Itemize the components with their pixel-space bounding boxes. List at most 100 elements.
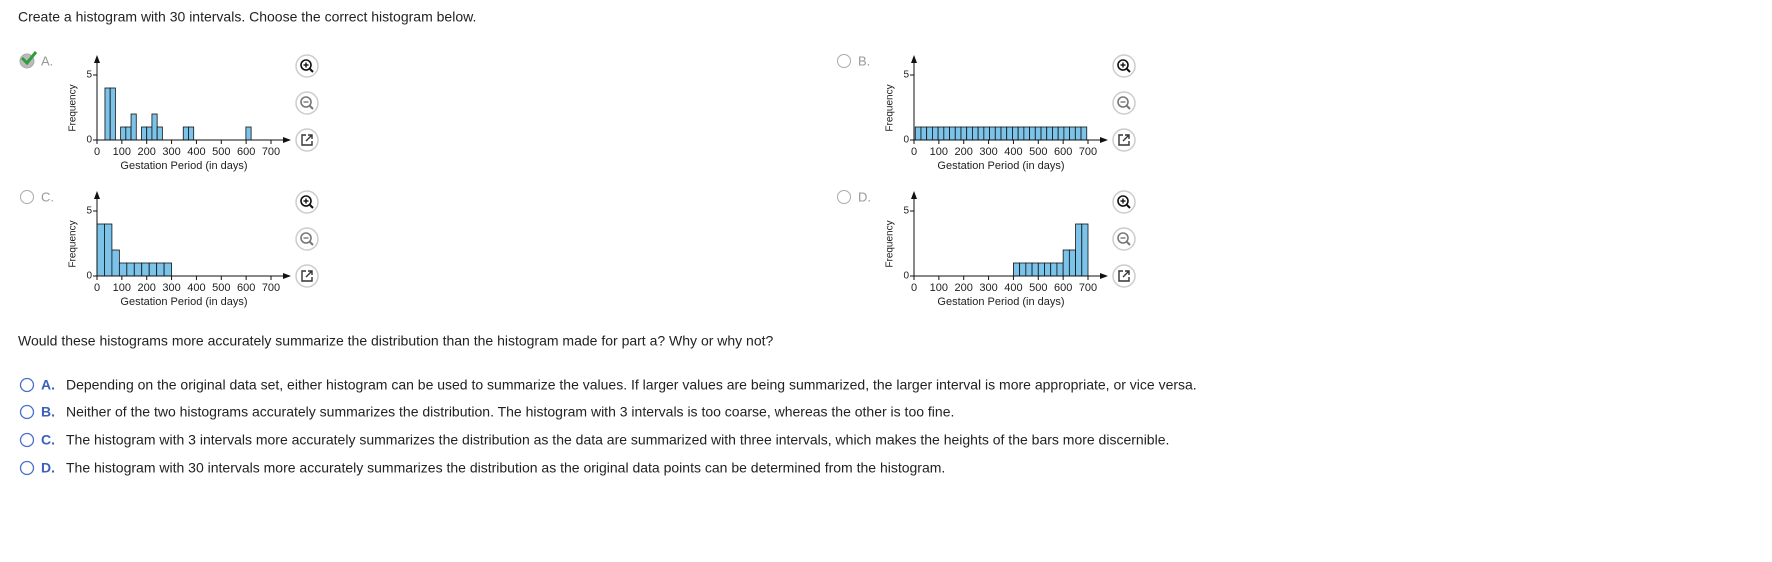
zoom-out[interactable] bbox=[1112, 91, 1136, 115]
answer-letter: B. bbox=[41, 404, 55, 420]
x-axis-label: Gestation Period (in days) bbox=[120, 160, 247, 172]
bar bbox=[111, 249, 120, 277]
x-tick-label: 600 bbox=[1054, 146, 1072, 158]
x-tick-label: 100 bbox=[930, 282, 948, 294]
x-arrow bbox=[1100, 273, 1108, 279]
x-tick-label: 700 bbox=[1079, 146, 1097, 158]
x-axis-label: Gestation Period (in days) bbox=[937, 296, 1064, 308]
pop-out[interactable] bbox=[295, 128, 319, 152]
zoom-out[interactable] bbox=[1112, 227, 1136, 251]
x-tick-label: 0 bbox=[911, 282, 917, 294]
x-tick-label: 700 bbox=[262, 146, 280, 158]
radio[interactable] bbox=[19, 377, 35, 393]
y-axis-label: Frequency bbox=[885, 84, 896, 131]
y-tick-label: 0 bbox=[903, 271, 909, 282]
handle bbox=[309, 105, 314, 110]
bar bbox=[972, 126, 979, 141]
bar bbox=[1037, 262, 1045, 277]
bar bbox=[1044, 262, 1052, 277]
x-tick-label: 0 bbox=[94, 282, 100, 294]
lens bbox=[300, 59, 312, 71]
bar bbox=[245, 126, 252, 141]
bar bbox=[920, 126, 928, 141]
x-tick-label: 500 bbox=[1029, 282, 1047, 294]
icon-circle bbox=[1112, 227, 1136, 251]
x-tick-label: 400 bbox=[187, 282, 205, 294]
y-axis-label: Frequency bbox=[68, 84, 79, 131]
radio[interactable] bbox=[20, 190, 34, 204]
x-tick-label: 200 bbox=[955, 282, 973, 294]
radio[interactable] bbox=[837, 190, 851, 204]
lens bbox=[300, 232, 312, 244]
answer-letter: C. bbox=[41, 432, 55, 448]
pop-out[interactable] bbox=[295, 264, 319, 288]
bar bbox=[146, 126, 153, 141]
bar bbox=[120, 126, 127, 141]
bar bbox=[1062, 249, 1070, 277]
handle bbox=[1126, 68, 1131, 73]
bar bbox=[937, 126, 945, 141]
zoom-out[interactable] bbox=[295, 227, 319, 251]
radio[interactable] bbox=[837, 54, 851, 68]
y-arrow bbox=[911, 55, 917, 63]
pop-out[interactable] bbox=[1112, 264, 1136, 288]
bar bbox=[960, 126, 968, 141]
bar bbox=[931, 126, 939, 141]
icon-circle bbox=[1112, 54, 1136, 78]
x-tick-label: 500 bbox=[212, 146, 230, 158]
radio[interactable] bbox=[19, 404, 35, 420]
bar bbox=[1080, 126, 1088, 141]
x-tick-label: 300 bbox=[979, 146, 997, 158]
zoom-out[interactable] bbox=[295, 91, 319, 115]
bar bbox=[1046, 126, 1053, 141]
answer-letter: A. bbox=[41, 377, 55, 393]
x-tick-label: 700 bbox=[1079, 282, 1097, 294]
zoom-in[interactable] bbox=[1112, 190, 1136, 214]
bar bbox=[109, 87, 116, 141]
bar bbox=[104, 87, 111, 141]
x-tick-label: 0 bbox=[911, 146, 917, 158]
bar bbox=[1029, 126, 1036, 141]
x-arrow bbox=[1100, 137, 1108, 143]
handle bbox=[1126, 105, 1131, 110]
choice-letter: C. bbox=[41, 189, 54, 204]
radio[interactable] bbox=[19, 460, 35, 476]
y-tick-label: 5 bbox=[903, 206, 909, 217]
x-tick-label: 200 bbox=[138, 282, 156, 294]
zoom-in[interactable] bbox=[1112, 54, 1136, 78]
x-tick-label: 500 bbox=[212, 282, 230, 294]
bar bbox=[983, 126, 990, 141]
icon-circle bbox=[1112, 91, 1136, 115]
zoom-in[interactable] bbox=[295, 190, 319, 214]
bar bbox=[1031, 262, 1039, 277]
pop-out[interactable] bbox=[1112, 128, 1136, 152]
choice-letter: A. bbox=[41, 53, 53, 68]
bar bbox=[1068, 249, 1076, 277]
x-tick-label: 400 bbox=[187, 146, 205, 158]
lens bbox=[300, 195, 312, 207]
zoom-in[interactable] bbox=[295, 54, 319, 78]
bar bbox=[914, 126, 922, 141]
bar bbox=[943, 126, 950, 141]
x-tick-label: 0 bbox=[94, 146, 100, 158]
bar bbox=[188, 126, 195, 141]
bar bbox=[148, 262, 158, 277]
x-tick-label: 200 bbox=[138, 146, 156, 158]
handle bbox=[309, 241, 314, 246]
x-arrow bbox=[283, 137, 291, 143]
radio[interactable] bbox=[19, 432, 35, 448]
handle bbox=[309, 68, 314, 73]
box bbox=[301, 270, 313, 282]
bar bbox=[182, 126, 189, 141]
lens bbox=[1117, 59, 1129, 71]
bar bbox=[1075, 223, 1083, 277]
x-tick-label: 300 bbox=[162, 146, 180, 158]
x-tick-label: 100 bbox=[113, 282, 131, 294]
bar bbox=[1025, 262, 1033, 277]
bar bbox=[156, 126, 163, 141]
x-tick-label: 600 bbox=[1054, 282, 1072, 294]
bar bbox=[126, 262, 135, 277]
bar bbox=[1012, 126, 1019, 141]
